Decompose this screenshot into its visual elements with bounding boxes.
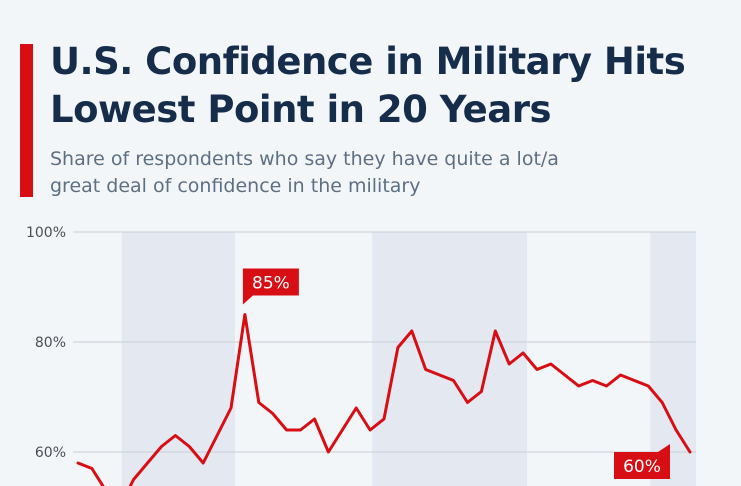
data-label: 85%	[252, 274, 290, 294]
chart-subtitle: Share of respondents who say they have q…	[50, 148, 559, 197]
data-callout: 60%	[614, 444, 670, 479]
y-tick-label: 100%	[26, 225, 66, 241]
callout-pointer	[658, 444, 670, 452]
y-tick-label: 60%	[35, 445, 66, 461]
chart-title: U.S. Confidence in Military Hits Lowest …	[50, 40, 686, 131]
shaded-band	[650, 232, 696, 486]
shaded-band	[121, 232, 235, 486]
title-accent-bar	[20, 44, 33, 197]
y-tick-label: 80%	[35, 335, 66, 351]
data-callout: 85%	[242, 268, 299, 305]
series-line	[76, 313, 692, 486]
callout-box	[242, 268, 299, 296]
callout-pointer	[242, 295, 253, 305]
callout-box	[614, 452, 670, 479]
shaded-band	[372, 232, 528, 486]
data-label: 60%	[623, 457, 661, 477]
